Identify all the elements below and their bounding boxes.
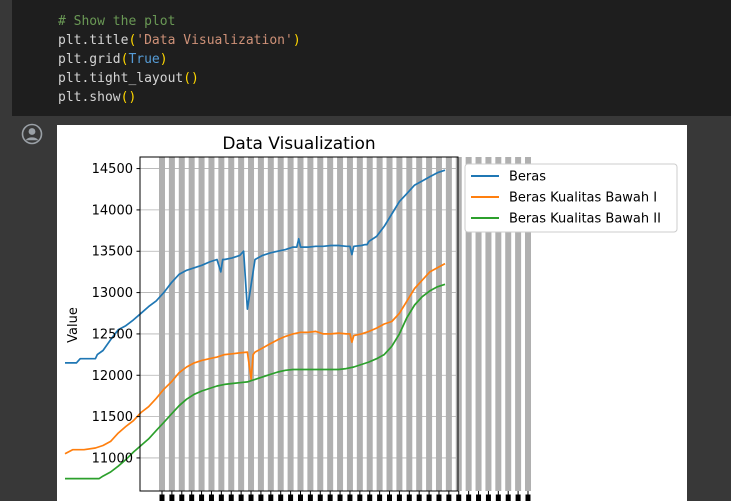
x-tick-label [159, 494, 165, 501]
x-tick-label [218, 494, 224, 501]
code-token: plt.grid [58, 52, 121, 67]
y-tick-label: 11500 [92, 410, 133, 425]
code-cell[interactable]: # Show the plot plt.title('Data Visualiza… [12, 0, 731, 116]
x-tick-label [377, 494, 383, 501]
series-line [65, 283, 446, 480]
x-tick-label [199, 494, 205, 501]
x-tick-label [495, 494, 501, 501]
code-line: plt.tight_layout() [58, 69, 301, 88]
legend-box [464, 163, 678, 233]
x-tick-label [307, 494, 313, 501]
x-tick-label [347, 494, 353, 501]
code-token: 'Data Visualization' [136, 33, 293, 48]
chart-svg: 11000 11500 12000 12500 13000 13500 14000 14500… [57, 125, 687, 501]
x-tick-label [288, 494, 294, 501]
code-line: plt.grid(True) [58, 50, 301, 69]
x-tick-label [268, 494, 274, 501]
x-tick-label [317, 494, 323, 501]
x-tick-label [208, 494, 214, 501]
y-axis-label: Value [66, 307, 81, 343]
code-token: True [128, 52, 160, 67]
x-tick-label [179, 494, 185, 501]
x-tick-label [297, 494, 303, 501]
x-tick-label [248, 494, 254, 501]
plot-area: 11000 11500 12000 12500 13000 13500 14000 14500 [64, 156, 531, 501]
x-tick-label [367, 494, 373, 501]
code-token: ) [159, 52, 168, 67]
legend: Beras Beras Kualitas Bawah I Beras Kualita… [464, 163, 678, 233]
y-tick-label: 14500 [92, 162, 133, 177]
y-tick-label: 14000 [92, 203, 133, 218]
code-token: plt.title [58, 33, 129, 48]
x-tick-label [396, 494, 402, 501]
code-token: # Show the plot [58, 14, 176, 29]
legend-entry: Beras [509, 170, 546, 185]
x-tick-label [228, 494, 234, 501]
x-tick-label [278, 494, 284, 501]
y-tick-label: 13000 [92, 286, 133, 301]
chart-title: Data Visualization [222, 134, 375, 154]
x-tick-label [327, 494, 333, 501]
x-tick-label [456, 494, 462, 501]
x-tick-label [505, 494, 511, 501]
x-tick-label [416, 494, 422, 501]
y-tick-label: 13500 [92, 245, 133, 260]
code-token: plt.tight_layout [58, 71, 184, 86]
x-tick-label [238, 494, 244, 501]
x-tick-label [258, 494, 264, 501]
code-token: ( [128, 33, 137, 48]
x-tick-label [446, 494, 452, 501]
legend-entry: Beras Kualitas Bawah I [509, 191, 657, 206]
code-line: plt.title('Data Visualization') [58, 31, 301, 50]
x-tick-label [436, 494, 442, 501]
code-token: () [120, 90, 137, 105]
x-tick-label [189, 494, 195, 501]
x-tick-label [406, 494, 412, 501]
x-tick-label [466, 494, 472, 501]
x-tick-label [357, 494, 363, 501]
code-token: ) [292, 33, 301, 48]
code-line: plt.show() [58, 88, 301, 107]
x-axis-ticks [159, 491, 531, 501]
code-line: # Show the plot [58, 12, 301, 31]
x-tick-label [515, 494, 521, 501]
plot-output: 11000 11500 12000 12500 13000 13500 14000 14500… [57, 125, 687, 501]
y-axis-ticks: 11000 11500 12000 12500 13000 13500 14000 14500 [92, 162, 140, 466]
code-token: ( [120, 52, 129, 67]
y-tick-label: 11000 [92, 451, 133, 466]
code-token: () [183, 71, 199, 86]
x-tick-label [387, 494, 393, 501]
x-gridlines [159, 157, 531, 491]
user-circle-icon [21, 123, 43, 145]
y-tick-label: 12000 [92, 369, 133, 384]
x-tick-label [485, 494, 491, 501]
x-tick-label [525, 494, 531, 501]
series-line [65, 169, 446, 364]
y-gridlines [140, 168, 458, 459]
axes-frame [139, 156, 459, 492]
y-tick-label: 12500 [92, 327, 133, 342]
x-tick-label [476, 494, 482, 501]
x-tick-label [169, 494, 175, 501]
code-editor[interactable]: # Show the plot plt.title('Data Visualiza… [58, 12, 301, 107]
code-token: plt.show [58, 90, 121, 105]
x-tick-label [426, 494, 432, 501]
x-tick-label [337, 494, 343, 501]
legend-entry: Beras Kualitas Bawah II [509, 212, 661, 227]
